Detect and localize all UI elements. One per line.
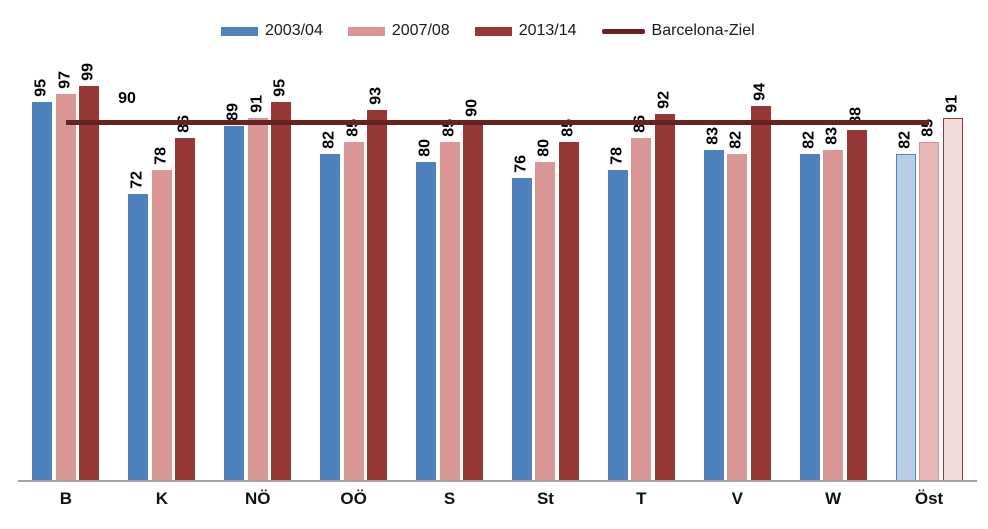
bar-2007-08-B bbox=[55, 93, 76, 481]
bar-value-label: 82 bbox=[896, 131, 914, 149]
x-axis-label-W: W bbox=[825, 489, 842, 508]
legend-label-barcelona-ziel: Barcelona-Ziel bbox=[651, 22, 755, 39]
x-axis-label-K: K bbox=[155, 489, 168, 508]
legend-label-2003-04: 2003/04 bbox=[265, 22, 323, 39]
x-axis-label-T: T bbox=[636, 489, 647, 508]
x-axis-label-Öst: Öst bbox=[914, 489, 944, 508]
legend-item-2013-14: 2013/14 bbox=[474, 22, 577, 40]
bar-value-label: 99 bbox=[80, 63, 98, 81]
bar-2003-04-St bbox=[511, 177, 532, 481]
bar-value-label: 94 bbox=[751, 83, 769, 101]
bar-2003-04-W bbox=[799, 153, 820, 481]
bar-2013-14-W bbox=[846, 129, 867, 481]
x-axis-label-B: B bbox=[59, 489, 73, 508]
bar-2013-14-OÖ bbox=[367, 109, 388, 481]
bar-value-label: 80 bbox=[416, 139, 434, 157]
bar-2013-14-K bbox=[175, 137, 196, 481]
bar-value-label: 72 bbox=[128, 170, 146, 189]
legend-label-2007-08: 2007/08 bbox=[391, 22, 450, 39]
x-axis-label-OÖ: OÖ bbox=[340, 489, 367, 508]
legend-swatch-2003-04 bbox=[221, 26, 258, 36]
bar-2003-04-Öst bbox=[895, 153, 916, 481]
bar-value-label: 83 bbox=[823, 127, 841, 145]
x-axis-label-NÖ: NÖ bbox=[245, 489, 271, 508]
bar-2013-14-NÖ bbox=[271, 101, 292, 481]
bar-2003-04-T bbox=[607, 169, 628, 481]
bar-2007-08-NÖ bbox=[247, 117, 268, 481]
bar-2003-04-B bbox=[32, 101, 53, 481]
bar-2007-08-T bbox=[631, 137, 652, 481]
legend: 2003/04 2007/08 2013/14 Barcelona-Ziel bbox=[221, 22, 755, 40]
legend-label-2013-14: 2013/14 bbox=[518, 22, 577, 39]
x-axis-line bbox=[18, 480, 977, 482]
bar-2013-14-St bbox=[558, 141, 579, 481]
legend-swatch-2013-14 bbox=[474, 26, 512, 36]
bar-value-label: 95 bbox=[271, 79, 289, 97]
bar-value-label: 97 bbox=[56, 71, 74, 89]
bar-value-label: 89 bbox=[224, 103, 242, 121]
bar-2003-04-K bbox=[128, 193, 149, 481]
bar-2007-08-V bbox=[727, 153, 748, 481]
bar-2007-08-W bbox=[823, 149, 844, 481]
bar-value-label: 92 bbox=[655, 91, 673, 109]
bar-2013-14-Öst bbox=[942, 117, 963, 481]
barcelona-ziel-line bbox=[65, 119, 930, 126]
bar-2007-08-OÖ bbox=[343, 141, 364, 481]
x-axis-label-V: V bbox=[731, 489, 743, 508]
bar-2013-14-V bbox=[750, 105, 771, 481]
bar-value-label: 83 bbox=[704, 127, 722, 145]
legend-item-barcelona-ziel: Barcelona-Ziel bbox=[601, 22, 755, 40]
bar-2003-04-OÖ bbox=[320, 153, 341, 481]
bar-2007-08-K bbox=[151, 169, 172, 481]
bar-2003-04-V bbox=[703, 149, 724, 481]
bar-2013-14-T bbox=[654, 113, 675, 481]
bar-value-label: 76 bbox=[512, 154, 530, 173]
bar-2003-04-S bbox=[416, 161, 437, 481]
legend-item-2007-08: 2007/08 bbox=[347, 22, 450, 40]
bar-value-label: 91 bbox=[943, 95, 961, 113]
bar-value-label: 82 bbox=[800, 131, 818, 149]
bar-2007-08-S bbox=[439, 141, 460, 481]
x-axis-label-S: S bbox=[443, 489, 456, 508]
plot-area: 90 9597997278868991958285938085907680857… bbox=[18, 0, 977, 481]
barcelona-ziel-value-label: 90 bbox=[118, 89, 136, 107]
legend-swatch-2007-08 bbox=[347, 26, 385, 36]
bar-value-label: 78 bbox=[152, 146, 170, 165]
bar-value-label: 91 bbox=[248, 95, 266, 113]
bar-2003-04-NÖ bbox=[224, 125, 245, 481]
bar-2013-14-B bbox=[79, 86, 100, 481]
bar-value-label: 82 bbox=[320, 131, 338, 149]
x-axis-label-St: St bbox=[536, 489, 554, 508]
bar-value-label: 82 bbox=[727, 131, 745, 149]
bar-2007-08-Öst bbox=[919, 141, 940, 481]
bar-value-label: 80 bbox=[536, 139, 554, 157]
bar-value-label: 95 bbox=[33, 79, 51, 97]
bar-2013-14-S bbox=[463, 121, 484, 481]
bar-value-label: 90 bbox=[463, 99, 481, 117]
bar-value-label: 78 bbox=[608, 146, 626, 165]
bar-value-label: 93 bbox=[367, 87, 385, 105]
legend-line-swatch-barcelona-ziel bbox=[601, 28, 645, 34]
legend-item-2003-04: 2003/04 bbox=[221, 22, 323, 40]
bar-2007-08-St bbox=[535, 161, 556, 481]
